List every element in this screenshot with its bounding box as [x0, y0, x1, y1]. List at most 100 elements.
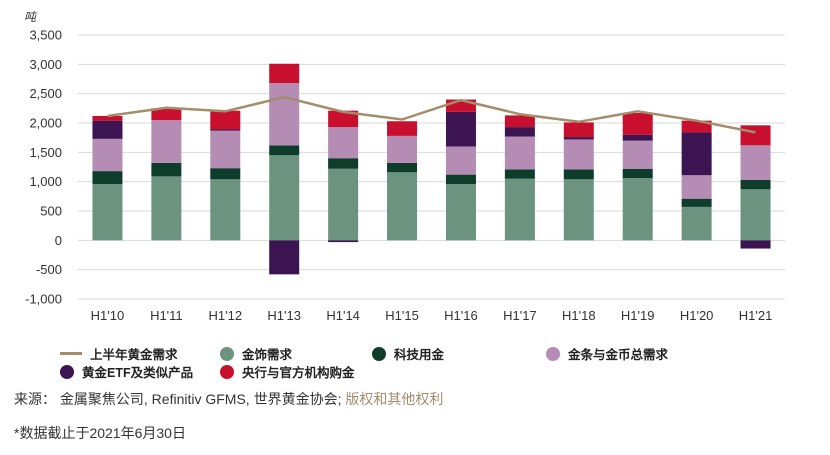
- legend-dot-swatch: [220, 346, 234, 361]
- bar-segment: [622, 140, 653, 169]
- bar-segment: [151, 162, 182, 177]
- legend-item-bar-coin: 金条与金币总需求: [546, 344, 668, 363]
- legend-line-swatch: [60, 352, 82, 355]
- bar-segment: [210, 129, 241, 131]
- demand-line: [107, 95, 756, 134]
- bar-segment: [504, 127, 535, 137]
- copyright-link[interactable]: 版权和其他权利: [345, 391, 444, 407]
- y-tick-label: 3,000: [29, 57, 62, 72]
- legend-label: 黄金ETF及类似产品: [82, 366, 194, 380]
- gold-demand-chart: -1,000 -500 0 500 1,000 1,500 2,000 2,500 3,000 3…: [24, 10, 785, 323]
- bar-segment: [210, 179, 241, 241]
- bar-segment: [269, 83, 300, 146]
- bar-segment: [387, 121, 418, 136]
- source-text: 来源： 金属聚焦公司, Refinitiv GFMS, 世界黄金协会;: [14, 391, 346, 407]
- bar-segment: [622, 168, 653, 179]
- bar-segment: [681, 132, 712, 176]
- legend-item-central-banks: 央行与官方机构购金: [220, 362, 355, 381]
- bar-segment: [563, 122, 594, 138]
- bar-segment: [681, 175, 712, 199]
- bar-segment: [681, 198, 712, 207]
- bar-segment: [92, 115, 123, 121]
- bar-segment: [622, 178, 653, 241]
- bar-segment: [387, 135, 418, 163]
- bar-segment: [92, 138, 123, 172]
- x-tick-label: H1'21: [739, 308, 773, 323]
- legend-label: 科技用金: [394, 348, 445, 362]
- bar-segment: [151, 108, 182, 121]
- bar-segment: [92, 184, 123, 241]
- bar-segment: [563, 169, 594, 180]
- y-tick-label: 1,000: [29, 174, 62, 189]
- y-tick-label: 2,500: [29, 86, 62, 101]
- bar-segment: [151, 176, 182, 241]
- legend-dot-swatch: [372, 346, 386, 361]
- x-tick-label: H1'18: [562, 308, 596, 323]
- bar-segment: [92, 171, 123, 185]
- bar-segment: [445, 184, 476, 241]
- source-line: 来源： 金属聚焦公司, Refinitiv GFMS, 世界黄金协会; 版权和其…: [14, 389, 443, 409]
- bar-segment: [740, 240, 771, 249]
- bar-segment: [445, 174, 476, 185]
- legend-dot-swatch: [546, 346, 560, 361]
- legend-dot-swatch: [220, 364, 234, 379]
- x-tick-label: H1'17: [503, 308, 537, 323]
- legend-label: 上半年黄金需求: [90, 348, 178, 362]
- legend-label: 央行与官方机构购金: [242, 366, 355, 380]
- bar-segment: [151, 120, 182, 163]
- bar-segment: [504, 169, 535, 179]
- y-tick-label: -1,000: [25, 292, 62, 307]
- bar-segment: [328, 240, 359, 243]
- bar-segment: [269, 63, 300, 84]
- y-tick-label: -500: [36, 262, 62, 277]
- bar-segment: [563, 137, 594, 140]
- bar-segment: [504, 136, 535, 170]
- bar-segment: [328, 168, 359, 241]
- bar-segment: [387, 172, 418, 241]
- bar-segment: [445, 146, 476, 175]
- x-tick-label: H1'14: [326, 308, 360, 323]
- bar-segment: [563, 139, 594, 170]
- y-axis-label: 吨: [24, 10, 38, 24]
- y-tick-label: 1,500: [29, 145, 62, 160]
- bar-segment: [269, 155, 300, 241]
- legend-item-technology: 科技用金: [372, 344, 444, 363]
- x-tick-label: H1'19: [621, 308, 655, 323]
- y-tick-label: 500: [40, 204, 62, 219]
- bar-segment: [445, 111, 476, 147]
- bar-segment: [740, 189, 771, 241]
- bar-segment: [269, 145, 300, 156]
- bar-segment: [269, 240, 300, 275]
- x-tick-label: H1'10: [91, 308, 125, 323]
- legend-label: 金饰需求: [242, 348, 293, 362]
- bar-segment: [504, 115, 535, 128]
- y-tick-label: 2,000: [29, 116, 62, 131]
- x-tick-label: H1'20: [680, 308, 714, 323]
- y-tick-label: 0: [55, 233, 62, 248]
- legend-dot-swatch: [60, 364, 74, 379]
- bar-segment: [210, 110, 241, 130]
- legend-label: 金条与金币总需求: [568, 348, 669, 362]
- bar-segment: [210, 168, 241, 180]
- bar-segment: [92, 120, 123, 139]
- bar-segment: [328, 127, 359, 159]
- x-tick-label: H1'15: [385, 308, 419, 323]
- data-note: *数据截止于2021年6月30日: [14, 425, 186, 441]
- bar-segment: [740, 145, 771, 180]
- bar-segment: [681, 120, 712, 133]
- x-tick-label: H1'12: [209, 308, 243, 323]
- bar-segment: [328, 110, 359, 128]
- legend-item-h1-demand: 上半年黄金需求: [60, 344, 178, 363]
- x-tick-label: H1'11: [150, 308, 183, 323]
- bar-segment: [210, 130, 241, 169]
- x-tick-label: H1'16: [444, 308, 478, 323]
- x-tick-label: H1'13: [267, 308, 301, 323]
- bar-segment: [622, 134, 653, 141]
- bar-segment: [387, 162, 418, 173]
- bar-segment: [740, 125, 771, 146]
- legend-item-etf: 黄金ETF及类似产品: [60, 362, 193, 381]
- bar-segment: [504, 178, 535, 241]
- bar-segment: [681, 206, 712, 241]
- bar-segment: [740, 179, 771, 190]
- bar-segment: [563, 179, 594, 241]
